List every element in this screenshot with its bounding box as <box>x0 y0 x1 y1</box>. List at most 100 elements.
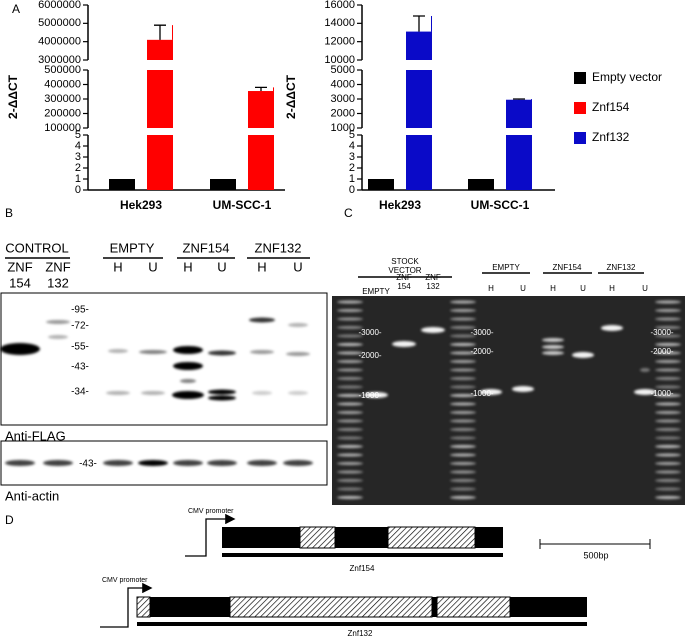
ladder-band <box>655 419 681 423</box>
band <box>480 389 502 395</box>
group-label: ZNF154 <box>183 240 230 255</box>
ladder-band <box>337 487 363 491</box>
y-tick-label: 200000 <box>44 107 81 119</box>
band <box>180 379 196 383</box>
band <box>208 350 236 356</box>
band <box>43 460 73 466</box>
band <box>288 323 308 327</box>
ladder-band <box>450 308 476 313</box>
x-tick-label: UM-SCC-1 <box>213 198 272 212</box>
marker-label: -2000- <box>358 351 381 360</box>
ladder-band <box>337 461 363 466</box>
lane-label: U <box>293 259 302 274</box>
band <box>640 368 650 372</box>
bar <box>468 179 494 190</box>
group-label: CONTROL <box>5 240 69 255</box>
panel-label: B <box>5 206 13 220</box>
lane-label: 132 <box>47 275 69 290</box>
ladder-band <box>337 495 363 500</box>
marker-label: -2000- <box>650 347 673 356</box>
band <box>542 351 564 355</box>
band <box>103 460 133 466</box>
ladder-band <box>337 368 363 372</box>
band <box>5 460 35 466</box>
x-tick-label: UM-SCC-1 <box>471 198 530 212</box>
ladder-band <box>655 487 681 491</box>
y-axis-label: 2-ΔΔCT <box>284 74 298 119</box>
band <box>46 320 70 324</box>
ladder-band <box>655 436 681 440</box>
band <box>208 395 236 401</box>
ladder-band <box>450 461 476 466</box>
ladder-band <box>655 325 681 330</box>
ladder-band <box>337 385 363 389</box>
ladder-band <box>450 402 476 406</box>
panel-label: D <box>5 513 14 527</box>
marker-label: -34- <box>71 387 89 398</box>
y-tick-label: 3 <box>349 151 355 163</box>
blot-label: Anti-actin <box>5 488 59 503</box>
construct-label: Znf154 <box>350 564 375 573</box>
ladder-band <box>655 444 681 449</box>
ladder-band <box>655 376 681 381</box>
ladder-band <box>655 402 681 406</box>
lane-label: H <box>609 284 615 293</box>
promoter-label: CMV promoter <box>188 508 234 515</box>
y-tick-label: 1 <box>349 173 355 185</box>
ladder-band <box>450 342 476 347</box>
bar <box>506 99 532 128</box>
band <box>512 386 534 392</box>
marker-label: -3000- <box>470 328 493 337</box>
y-tick-label: 0 <box>75 184 81 196</box>
group-label: ZNF132 <box>255 240 302 255</box>
bar <box>248 135 274 190</box>
lane-label: ZNF <box>7 259 32 274</box>
ladder-band <box>450 325 476 330</box>
ladder-band <box>337 300 363 304</box>
band <box>247 460 277 466</box>
ladder-band <box>450 393 476 398</box>
ladder-band <box>450 444 476 449</box>
marker-label: -3000- <box>358 328 381 337</box>
bar <box>506 135 532 190</box>
ladder-band <box>655 351 681 355</box>
y-tick-label: 2 <box>349 162 355 174</box>
ladder-band <box>655 470 681 474</box>
y-tick-label: 400000 <box>44 78 81 90</box>
band <box>542 345 564 349</box>
ladder-band <box>450 351 476 355</box>
construct-bar <box>137 622 587 626</box>
gel <box>332 296 685 505</box>
ladder-band <box>450 317 476 321</box>
construct-label: Znf132 <box>348 629 373 638</box>
hatched-region <box>436 596 511 618</box>
hatched-region <box>299 526 336 549</box>
band <box>208 389 236 395</box>
band <box>106 391 130 395</box>
band <box>138 460 168 466</box>
ladder-band <box>337 359 363 364</box>
ladder-band <box>337 351 363 355</box>
ladder-band <box>337 308 363 313</box>
band <box>601 325 623 331</box>
ladder-band <box>337 393 363 398</box>
ladder-band <box>450 453 476 457</box>
lane-label: H <box>257 259 266 274</box>
ladder-band <box>337 317 363 321</box>
ladder-band <box>337 444 363 449</box>
ladder-band <box>337 453 363 457</box>
y-tick-label: 16000 <box>324 0 355 11</box>
y-tick-label: 100000 <box>44 122 81 134</box>
band <box>542 338 564 342</box>
ladder-band <box>337 470 363 474</box>
group-label: ZNF132 <box>607 263 636 272</box>
ladder-band <box>655 300 681 304</box>
lane-label: EMPTY <box>362 287 390 296</box>
group-label: EMPTY <box>492 263 520 272</box>
y-tick-label: 5000 <box>331 64 355 76</box>
band <box>421 327 445 333</box>
promoter-arrow <box>100 582 153 628</box>
bar <box>147 135 173 190</box>
band <box>173 362 203 370</box>
